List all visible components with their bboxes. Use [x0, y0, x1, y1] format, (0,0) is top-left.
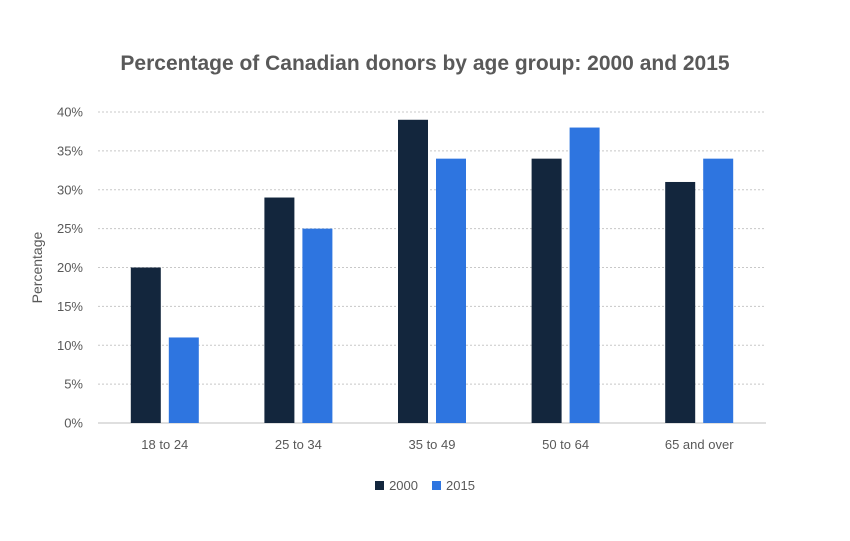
legend-item-2015: 2015 [432, 478, 475, 493]
x-tick-label: 35 to 49 [409, 437, 456, 452]
chart-title: Percentage of Canadian donors by age gro… [120, 52, 730, 75]
bar-2000-35-to-49 [398, 119, 428, 424]
bar-2015-18-to-24 [168, 337, 199, 423]
bar-2000-18-to-24 [130, 267, 161, 423]
legend-label-2000: 2000 [389, 478, 418, 493]
y-tick-label: 35% [57, 143, 83, 158]
x-tick-label: 25 to 34 [275, 437, 322, 452]
y-tick-label: 25% [57, 221, 83, 236]
bar-2015-25-to-34 [302, 228, 333, 423]
bar-2000-25-to-34 [264, 197, 295, 423]
legend-swatch-2000 [375, 481, 385, 490]
bar-2015-50-to-64 [569, 127, 600, 424]
x-tick-label: 65 and over [665, 437, 734, 452]
y-axis-title: Percentage [29, 231, 45, 303]
legend-item-2000: 2000 [375, 478, 418, 493]
y-tick-label: 30% [57, 182, 83, 197]
y-tick-label: 5% [64, 377, 83, 392]
bar-2000-65-and-over [665, 181, 696, 423]
legend-swatch-2015 [432, 481, 441, 490]
y-tick-label: 20% [57, 260, 83, 275]
bar-2015-65-and-over [703, 158, 734, 423]
bar-2015-35-to-49 [436, 158, 466, 423]
y-tick-label: 40% [57, 105, 83, 120]
y-tick-label: 10% [57, 338, 83, 353]
x-tick-label: 50 to 64 [542, 437, 589, 452]
legend: 2000 2015 [0, 478, 850, 493]
legend-label-2015: 2015 [446, 478, 475, 493]
bar-2000-50-to-64 [531, 158, 562, 423]
y-tick-label: 15% [57, 299, 83, 314]
x-tick-label: 18 to 24 [141, 437, 188, 452]
y-tick-label: 0% [64, 416, 83, 431]
